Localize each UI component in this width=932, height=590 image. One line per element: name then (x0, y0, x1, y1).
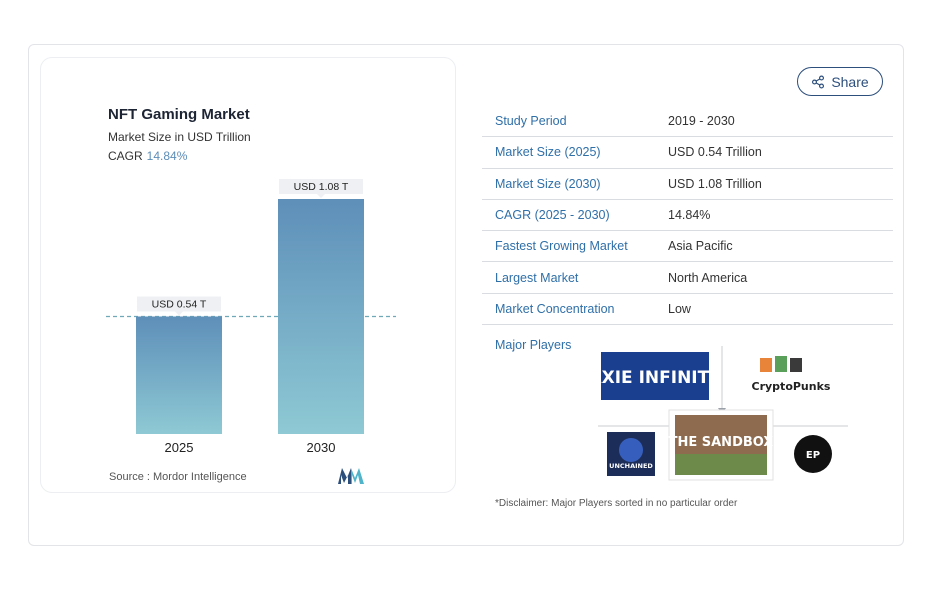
cryptopunks-logo: CryptoPunks (752, 356, 831, 393)
mordor-intelligence-logo (338, 468, 364, 484)
bar-2030 (278, 199, 364, 434)
the-sandbox-logo: THE SANDBOX (668, 409, 774, 481)
data-label: USD 1.08 T (294, 181, 349, 193)
share-label: Share (831, 73, 869, 90)
data-label: USD 0.54 T (152, 299, 207, 311)
row-label: Market Concentration (495, 301, 615, 316)
logo-unchained: UNCHAINED (609, 462, 653, 470)
table-row: CAGR (2025 - 2030) 14.84% (482, 200, 893, 232)
axie-infinity-logo: AXIE INFINITY (590, 352, 722, 400)
chart-cagr: CAGR 14.84% (108, 149, 187, 163)
major-players-label: Major Players (495, 338, 572, 352)
row-value: 2019 - 2030 (668, 114, 735, 129)
table-row: Fastest Growing Market Asia Pacific (482, 231, 893, 263)
table-row: Largest Market North America (482, 262, 893, 294)
row-value: Asia Pacific (668, 239, 733, 254)
share-button[interactable]: Share (797, 67, 883, 96)
share-icon (812, 75, 825, 89)
x-tick-label: 2030 (307, 440, 336, 455)
logo-ep: EP (806, 450, 820, 461)
table-row: Market Concentration Low (482, 294, 893, 326)
row-label: CAGR (2025 - 2030) (495, 208, 610, 223)
chart-subtitle: Market Size in USD Trillion (108, 130, 251, 144)
bar-2025 (136, 316, 222, 434)
row-label: Fastest Growing Market (495, 239, 628, 254)
major-players-graphic: AXIE INFINITY CryptoPunks UNCHAINED THE … (590, 346, 848, 481)
row-label: Study Period (495, 114, 567, 129)
data-label-pointer (175, 311, 183, 316)
row-value: 14.84% (668, 208, 711, 223)
unchained-logo: UNCHAINED (607, 432, 655, 476)
cagr-label: CAGR (108, 149, 143, 163)
chart-title: NFT Gaming Market (108, 106, 250, 123)
chart-card (40, 57, 456, 493)
row-label: Market Size (2025) (495, 145, 601, 160)
row-value: USD 1.08 Trillion (668, 176, 762, 191)
logo-cryptopunks: CryptoPunks (752, 380, 831, 393)
data-label-box (279, 179, 363, 194)
row-value: Low (668, 301, 691, 316)
table-row: Study Period 2019 - 2030 (482, 106, 893, 138)
row-value: USD 0.54 Trillion (668, 145, 762, 160)
row-value: North America (668, 270, 748, 285)
logo-axie: AXIE INFINITY (590, 368, 722, 388)
table-row: Market Size (2030) USD 1.08 Trillion (482, 169, 893, 200)
ep-logo: EP (794, 435, 832, 473)
data-label-pointer (317, 194, 325, 198)
row-label: Market Size (2030) (495, 176, 601, 191)
data-label-box (137, 296, 221, 312)
cagr-value: 14.84% (146, 149, 188, 163)
row-label: Largest Market (495, 270, 579, 285)
x-tick-label: 2025 (165, 440, 194, 455)
logo-sandbox: THE SANDBOX (669, 435, 774, 450)
source-text: Source : Mordor Intelligence (109, 471, 247, 483)
disclaimer-text: *Disclaimer: Major Players sorted in no … (495, 498, 738, 509)
table-row: Market Size (2025) USD 0.54 Trillion (482, 137, 893, 169)
market-info-table: Study Period 2019 - 2030 Market Size (202… (482, 106, 893, 326)
